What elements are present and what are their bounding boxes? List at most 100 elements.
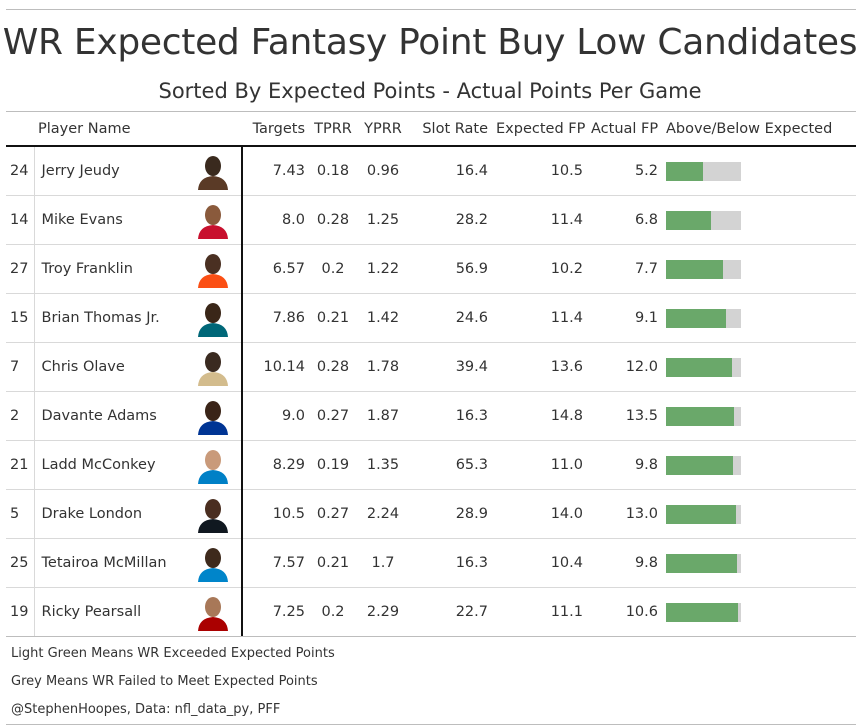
slot-rate-cell: 16.4 [409,146,492,196]
actual-points-bar-fill [666,553,737,573]
table-body: 24 Jerry Jeudy 7.43 0.18 0.96 16.4 10.5 5.2 14 Mi… [6,146,856,637]
headshot-cell [184,489,243,539]
targets-cell: 7.57 [242,538,309,588]
headshot-cell [184,244,243,294]
actual-points-bar-fill [666,357,733,377]
above-below-cell [662,538,856,588]
rank-cell: 25 [6,538,35,588]
slot-rate-cell: 65.3 [409,440,492,490]
actual-fp-cell: 9.8 [587,440,662,490]
expected-fp-cell: 11.4 [492,293,587,343]
actual-fp-cell: 9.1 [587,293,662,343]
player-headshot-image [197,254,228,288]
table-row: 7 Chris Olave 10.14 0.28 1.78 39.4 13.6 12.0 [6,342,856,392]
header-above-below: Above/Below Expected [662,113,856,147]
tprr-cell: 0.21 [309,538,357,588]
player-name-cell: Ricky Pearsall [34,587,184,637]
header-headshot [184,113,242,147]
table-row: 27 Troy Franklin 6.57 0.2 1.22 56.9 10.2 7.7 [6,244,856,294]
rank-cell: 19 [6,587,35,637]
yprr-cell: 1.25 [357,195,409,245]
table-row: 24 Jerry Jeudy 7.43 0.18 0.96 16.4 10.5 5.2 [6,146,856,196]
table-row: 21 Ladd McConkey 8.29 0.19 1.35 65.3 11.0 9.8 [6,440,856,490]
expected-points-bar [666,406,741,426]
headshot-cell [184,440,243,490]
actual-points-bar-fill [666,406,735,426]
header-yprr: YPRR [357,113,409,147]
slot-rate-cell: 28.9 [409,489,492,539]
headshot-cell [184,146,243,196]
tprr-cell: 0.18 [309,146,357,196]
header-player-name: Player Name [34,113,184,147]
chart-title: WR Expected Fantasy Point Buy Low Candid… [2,22,858,63]
expected-points-bar [666,259,741,279]
targets-cell: 7.25 [242,587,309,637]
chart-subtitle: Sorted By Expected Points - Actual Point… [158,79,702,103]
yprr-cell: 2.29 [357,587,409,637]
expected-fp-cell: 10.2 [492,244,587,294]
actual-fp-cell: 13.0 [587,489,662,539]
yprr-cell: 1.78 [357,342,409,392]
expected-points-bar [666,504,741,524]
table-row: 14 Mike Evans 8.0 0.28 1.25 28.2 11.4 6.8 [6,195,856,245]
player-name-cell: Tetairoa McMillan [34,538,184,588]
expected-fp-cell: 13.6 [492,342,587,392]
rank-cell: 5 [6,489,35,539]
legend-note-green: Light Green Means WR Exceeded Expected P… [11,646,335,661]
player-name-cell: Drake London [34,489,184,539]
player-name-cell: Brian Thomas Jr. [34,293,184,343]
above-below-cell [662,342,856,392]
yprr-cell: 0.96 [357,146,409,196]
targets-cell: 7.86 [242,293,309,343]
header-tprr: TPRR [309,113,357,147]
rank-cell: 21 [6,440,35,490]
player-headshot-image [197,450,228,484]
player-name-cell: Ladd McConkey [34,440,184,490]
actual-fp-cell: 9.8 [587,538,662,588]
player-headshot-image [197,352,228,386]
header-actual-fp: Actual FP [587,113,662,147]
yprr-cell: 2.24 [357,489,409,539]
headshot-cell [184,342,243,392]
table-row: 25 Tetairoa McMillan 7.57 0.21 1.7 16.3 10.4 9.… [6,538,856,588]
above-below-cell [662,489,856,539]
tprr-cell: 0.27 [309,489,357,539]
stats-table: Player Name Targets TPRR YPRR Slot Rate … [6,113,856,637]
expected-fp-cell: 14.8 [492,391,587,441]
header-targets: Targets [242,113,309,147]
actual-points-bar-fill [666,161,704,181]
header-slot-rate: Slot Rate [409,113,492,147]
tprr-cell: 0.2 [309,587,357,637]
headshot-cell [184,391,243,441]
headshot-cell [184,293,243,343]
slot-rate-cell: 22.7 [409,587,492,637]
player-name-cell: Davante Adams [34,391,184,441]
expected-fp-cell: 11.0 [492,440,587,490]
slot-rate-cell: 24.6 [409,293,492,343]
legend-note-grey: Grey Means WR Failed to Meet Expected Po… [11,674,318,689]
rank-cell: 27 [6,244,35,294]
headshot-cell [184,538,243,588]
bottom-rule [6,724,856,725]
header-expected-fp: Expected FP [492,113,587,147]
tprr-cell: 0.21 [309,293,357,343]
player-name-cell: Mike Evans [34,195,184,245]
targets-cell: 6.57 [242,244,309,294]
tprr-cell: 0.28 [309,342,357,392]
actual-fp-cell: 13.5 [587,391,662,441]
expected-fp-cell: 10.5 [492,146,587,196]
yprr-cell: 1.42 [357,293,409,343]
yprr-cell: 1.7 [357,538,409,588]
actual-points-bar-fill [666,504,736,524]
slot-rate-cell: 16.3 [409,391,492,441]
targets-cell: 7.43 [242,146,309,196]
player-headshot-image [197,548,228,582]
above-below-cell [662,440,856,490]
actual-points-bar-fill [666,308,726,328]
rank-cell: 15 [6,293,35,343]
credit-note: @StephenHoopes, Data: nfl_data_py, PFF [11,702,281,717]
headshot-cell [184,195,243,245]
above-below-cell [662,293,856,343]
above-below-cell [662,146,856,196]
actual-fp-cell: 12.0 [587,342,662,392]
